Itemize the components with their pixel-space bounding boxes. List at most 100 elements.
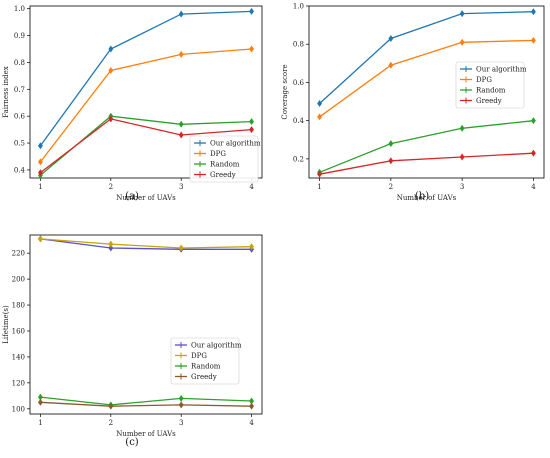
legend-box [455, 61, 525, 109]
data-point [108, 402, 114, 410]
x-tick-label: 4 [531, 183, 536, 191]
legend-entry: Our algorithm [191, 342, 242, 350]
series-line [319, 39, 534, 118]
data-point [317, 113, 323, 121]
panel-label: (c) [125, 437, 139, 448]
legend-entry: DPG [476, 76, 492, 84]
y-tick-label: 160 [12, 327, 25, 335]
data-point [108, 66, 114, 75]
data-point [178, 131, 184, 139]
axes-frame [308, 5, 545, 179]
y-tick-label: 120 [12, 379, 25, 387]
data-point [37, 158, 43, 166]
legend-entry: Random [210, 161, 240, 169]
y-tick-label: 0.5 [14, 140, 25, 148]
data-point [249, 126, 255, 134]
legend-entry: Our algorithm [210, 140, 261, 148]
y-tick-label: 0.6 [14, 113, 26, 121]
panel-label: (b) [415, 191, 429, 202]
legend-box [189, 135, 259, 183]
data-point [530, 36, 536, 44]
data-point [459, 38, 465, 46]
x-tick-label: 2 [389, 183, 393, 191]
data-point [37, 142, 43, 150]
x-tick-label: 4 [249, 183, 254, 191]
legend-entry: DPG [210, 150, 226, 158]
y-axis-label: Lifetime(s) [2, 305, 10, 344]
y-tick-label: 0.7 [14, 86, 25, 94]
data-point [249, 243, 255, 251]
data-point [459, 124, 465, 132]
x-tick-label: 2 [109, 419, 113, 427]
series-line [319, 11, 534, 104]
series-line [40, 238, 252, 250]
data-point [108, 244, 114, 252]
y-tick-label: 0.8 [293, 41, 304, 49]
x-tick-label: 1 [38, 183, 42, 191]
data-point [108, 240, 114, 248]
y-tick-label: 100 [12, 405, 25, 413]
series-line [319, 120, 534, 173]
y-tick-label: 140 [12, 353, 25, 361]
data-point [249, 7, 255, 15]
y-tick-label: 0.6 [293, 79, 305, 87]
data-point [530, 117, 536, 125]
y-tick-label: 0.8 [14, 59, 25, 67]
data-point [178, 50, 184, 58]
y-tick-label: 0.9 [14, 32, 25, 40]
panel-label: (a) [125, 191, 139, 202]
legend-entry: Random [191, 363, 221, 371]
y-tick-label: 220 [12, 250, 25, 258]
data-point [249, 118, 255, 126]
data-point [178, 10, 184, 18]
series-line [40, 396, 252, 406]
data-point [108, 45, 114, 53]
data-point [37, 169, 43, 177]
y-tick-label: 1.0 [14, 5, 25, 13]
x-tick-label: 3 [179, 183, 183, 191]
series-line [39, 10, 252, 147]
data-point [317, 170, 323, 178]
legend-box [170, 337, 240, 385]
axes-frame [29, 234, 263, 415]
series-line [40, 401, 252, 407]
axes-frame [29, 5, 263, 179]
data-point [530, 8, 536, 16]
x-tick-label: 3 [179, 419, 183, 427]
data-point [459, 10, 465, 18]
data-point [178, 394, 184, 402]
series-line [40, 118, 252, 174]
data-point [178, 120, 184, 128]
data-point [388, 157, 394, 165]
data-point [178, 244, 184, 252]
data-point [249, 402, 255, 410]
legend-entry: Our algorithm [476, 66, 527, 74]
series-line [319, 152, 534, 175]
data-point [108, 115, 114, 123]
x-tick-label: 4 [249, 419, 254, 427]
data-point [459, 153, 465, 161]
legend-entry: Greedy [476, 97, 502, 105]
chart-fairness: 1 2 3 4 0.4 0.5 0.6 0.7 0.8 0.9 1.0 Number of UAVs F… [2, 5, 263, 202]
data-point [178, 401, 184, 409]
x-axis-label: Number of UAVs [116, 430, 176, 438]
legend-entry: Random [476, 87, 506, 95]
data-point [530, 149, 536, 157]
legend-entry: DPG [191, 352, 207, 360]
y-tick-label: 0.4 [293, 117, 305, 125]
data-point [249, 45, 255, 53]
data-point [388, 140, 394, 148]
x-axis-label: Number of UAVs [397, 194, 457, 202]
y-tick-label: 180 [12, 302, 25, 310]
chart-lifetime: 1 2 3 4 100 120 140 160 180 200 220 Number of UAVs L… [2, 234, 263, 448]
data-point [388, 61, 394, 69]
chart-coverage: 1 2 3 4 0.2 0.4 0.6 0.8 1.0 Number of UAVs Coverag… [281, 3, 545, 202]
series-line [40, 238, 252, 249]
x-axis-label: Number of UAVs [116, 194, 176, 202]
x-tick-label: 3 [460, 183, 464, 191]
data-point [317, 99, 323, 108]
y-tick-label: 200 [12, 276, 25, 284]
y-axis-label: Coverage score [281, 64, 289, 119]
y-axis-label: Fairness index [2, 66, 10, 118]
